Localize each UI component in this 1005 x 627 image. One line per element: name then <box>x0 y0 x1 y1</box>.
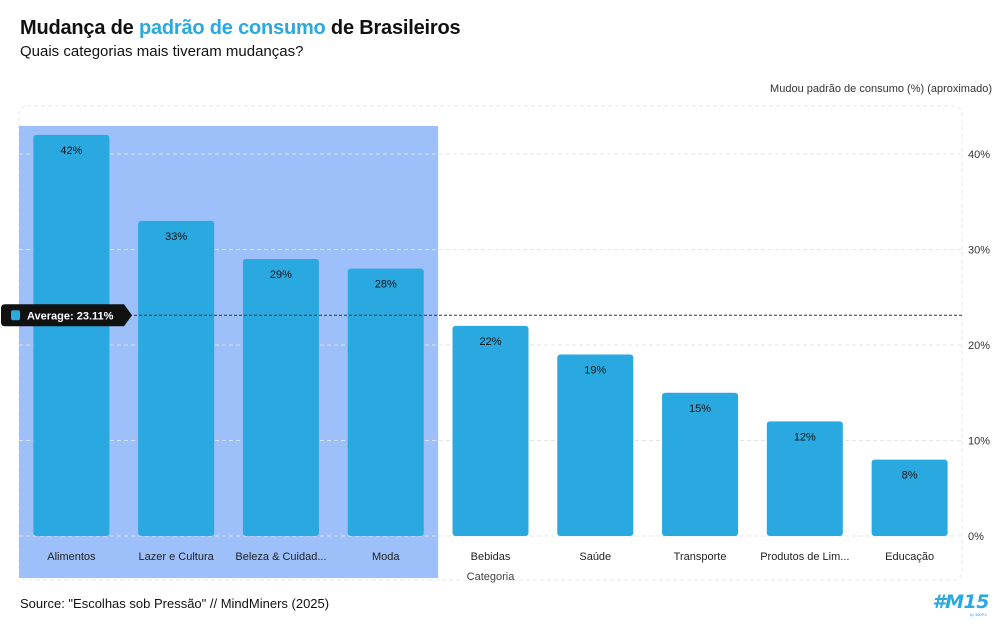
data-label: 15% <box>689 403 711 415</box>
data-label: 29% <box>270 269 292 281</box>
x-tick-label: Alimentos <box>47 551 96 563</box>
y-tick-label: 40% <box>968 149 990 161</box>
bar <box>662 392 739 536</box>
x-tick-label: Lazer e Cultura <box>139 551 215 563</box>
source-note: Source: "Escolhas sob Pressão" // MindMi… <box>20 596 330 611</box>
bar <box>766 421 843 536</box>
x-tick-label: Educação <box>885 551 934 563</box>
data-label: 8% <box>902 470 918 482</box>
data-label: 42% <box>60 145 82 157</box>
bar <box>557 354 634 536</box>
x-tick-label: Transporte <box>674 551 727 563</box>
data-label: 28% <box>375 279 397 291</box>
y-tick-label: 30% <box>968 245 990 257</box>
y-tick-label: 10% <box>968 436 990 448</box>
y-axis-title: Mudou padrão de consumo (%) (aproximado) <box>770 83 992 95</box>
bar <box>138 220 215 536</box>
bar <box>452 325 529 536</box>
chart-title: Mudança de padrão de consumo de Brasilei… <box>20 17 461 40</box>
chart-subtitle: Quais categorias mais tiveram mudanças? <box>20 43 304 60</box>
x-tick-label: Saúde <box>579 551 611 563</box>
bar <box>242 259 319 536</box>
logo-text: #M15 <box>932 591 989 613</box>
x-tick-label: Moda <box>372 551 400 563</box>
average-label: Average: 23.11% <box>27 310 114 322</box>
bar <box>347 268 424 536</box>
bar <box>33 134 110 536</box>
data-label: 33% <box>165 231 187 243</box>
brand-logo: #M15 by 360PX <box>927 592 989 620</box>
average-swatch <box>11 310 20 321</box>
y-tick-label: 0% <box>968 531 984 543</box>
x-tick-label: Beleza & Cuidad... <box>235 551 326 563</box>
bar <box>871 459 948 536</box>
data-label: 22% <box>479 336 501 348</box>
data-label: 12% <box>794 431 816 443</box>
logo-subtext: by 360PX <box>969 612 987 617</box>
data-label: 19% <box>584 365 606 377</box>
average-badge <box>1 304 132 327</box>
title-highlight: padrão de consumo <box>138 17 326 39</box>
title-suffix: de Brasileiros <box>325 17 461 39</box>
x-axis-title: Categoria <box>467 571 516 583</box>
x-tick-label: Bebidas <box>471 551 511 563</box>
x-tick-label: Produtos de Lim... <box>760 551 849 563</box>
y-tick-label: 20% <box>968 340 990 352</box>
title-prefix: Mudança de <box>20 17 139 39</box>
